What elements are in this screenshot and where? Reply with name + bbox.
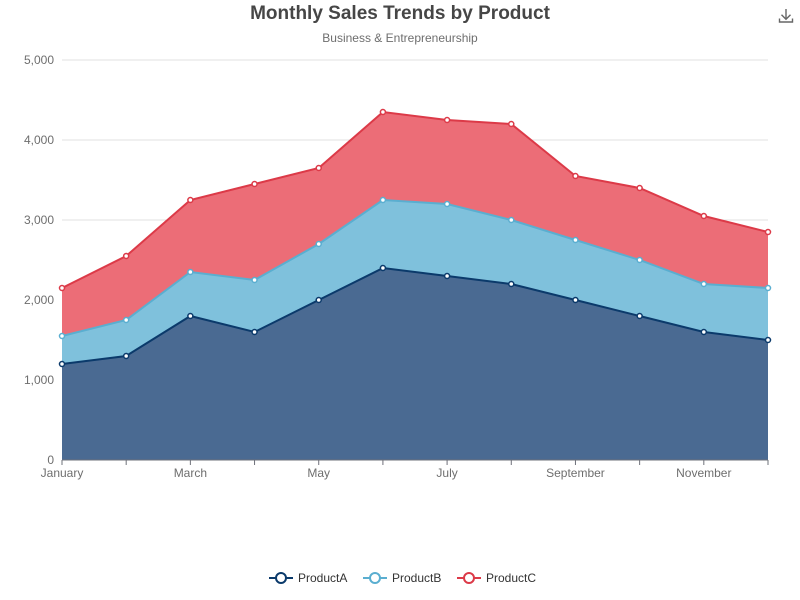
- download-button[interactable]: [776, 6, 796, 26]
- series-line-productc: [61, 110, 769, 289]
- data-point[interactable]: [508, 280, 515, 288]
- data-point[interactable]: [187, 268, 194, 276]
- data-point[interactable]: [315, 240, 322, 248]
- chart-subtitle: Business & Entrepreneurship: [322, 31, 478, 45]
- legend-item-productb[interactable]: ProductB: [363, 571, 441, 585]
- data-point[interactable]: [764, 284, 772, 292]
- data-point[interactable]: [636, 256, 643, 264]
- x-tick-label: March: [174, 466, 207, 480]
- data-point[interactable]: [187, 196, 194, 204]
- data-point[interactable]: [122, 352, 130, 360]
- data-point[interactable]: [700, 212, 708, 220]
- axes: 0 1,000 2,000 3,000 4,000 5,000 January March Ma…: [24, 53, 769, 480]
- legend-item-producta[interactable]: ProductA: [269, 571, 347, 585]
- data-point[interactable]: [251, 180, 258, 188]
- data-point[interactable]: [187, 312, 194, 320]
- series-line-producta: [61, 266, 769, 365]
- data-point[interactable]: [764, 228, 772, 236]
- data-point[interactable]: [572, 172, 579, 180]
- x-tick-label: November: [676, 466, 731, 480]
- plot-area: [58, 108, 772, 460]
- series-line-productb: [61, 198, 769, 337]
- legend-marker: [275, 572, 287, 584]
- data-point[interactable]: [572, 296, 579, 304]
- data-point[interactable]: [122, 316, 130, 324]
- y-tick-label: 0: [47, 453, 54, 467]
- x-tick-label: May: [307, 466, 330, 480]
- legend-item-productc[interactable]: ProductC: [457, 571, 536, 585]
- legend-marker: [463, 572, 475, 584]
- data-point[interactable]: [764, 336, 772, 344]
- y-tick-label: 2,000: [24, 293, 54, 307]
- data-point[interactable]: [251, 328, 258, 336]
- data-point[interactable]: [508, 216, 515, 224]
- y-tick-label: 3,000: [24, 213, 54, 227]
- data-point[interactable]: [700, 328, 708, 336]
- y-tick-label: 5,000: [24, 53, 54, 67]
- data-point[interactable]: [315, 296, 322, 304]
- data-point[interactable]: [379, 108, 387, 116]
- data-point[interactable]: [443, 272, 451, 280]
- x-tick-label: January: [41, 466, 84, 480]
- x-tick-label: July: [436, 466, 457, 480]
- legend: ProductA ProductB ProductC: [269, 571, 536, 585]
- data-point[interactable]: [572, 236, 579, 244]
- data-point[interactable]: [636, 312, 643, 320]
- data-point[interactable]: [58, 360, 66, 368]
- legend-label: ProductB: [392, 571, 441, 585]
- chart-title: Monthly Sales Trends by Product: [250, 3, 551, 24]
- data-point[interactable]: [379, 264, 387, 272]
- download-icon: [778, 9, 794, 23]
- data-point[interactable]: [379, 196, 387, 204]
- data-point[interactable]: [122, 252, 130, 260]
- legend-label: ProductC: [486, 571, 536, 585]
- x-tick-label: September: [546, 466, 605, 480]
- data-point[interactable]: [636, 184, 643, 192]
- data-point[interactable]: [443, 116, 451, 124]
- data-point[interactable]: [443, 200, 451, 208]
- y-tick-label: 4,000: [24, 133, 54, 147]
- area-productb: [62, 200, 768, 364]
- legend-marker: [369, 572, 381, 584]
- data-point[interactable]: [251, 276, 258, 284]
- legend-label: ProductA: [298, 571, 347, 585]
- data-point[interactable]: [700, 280, 708, 288]
- y-tick-label: 1,000: [24, 373, 54, 387]
- data-point[interactable]: [58, 284, 66, 292]
- data-point[interactable]: [508, 120, 515, 128]
- data-point[interactable]: [315, 164, 322, 172]
- area-productc: [62, 112, 768, 336]
- area-producta: [62, 268, 768, 460]
- data-point[interactable]: [58, 332, 66, 340]
